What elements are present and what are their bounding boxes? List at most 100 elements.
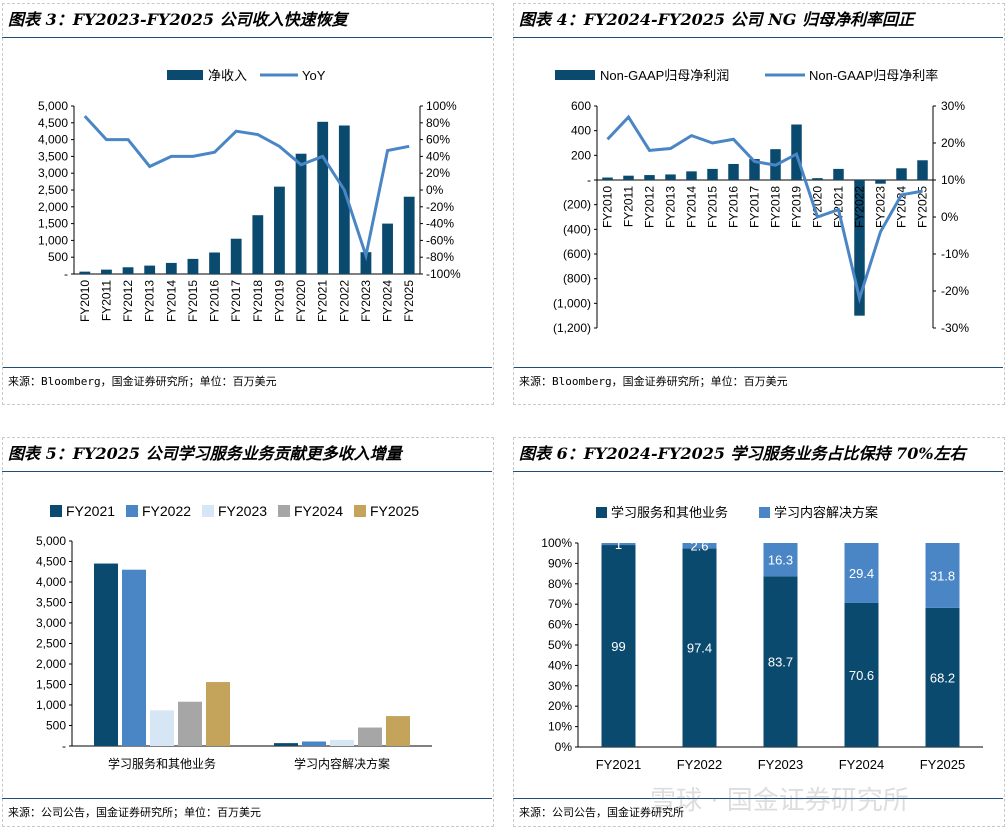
legend-label: FY2024 bbox=[294, 503, 343, 519]
legend-label: YoY bbox=[302, 68, 326, 83]
panel-border bbox=[513, 3, 1005, 405]
bar bbox=[317, 121, 329, 275]
y-tick-label: 90% bbox=[548, 556, 572, 570]
bar bbox=[728, 163, 739, 180]
x-tick-label: FY2021 bbox=[316, 280, 330, 322]
x-tick-label: FY2011 bbox=[622, 186, 636, 227]
chart-segment-share-svg: 学习服务和其他业务 学习内容解决方案 100% 90% 80% 70% 60% 50% 40% 3… bbox=[541, 505, 983, 772]
y2-tick-label: 0% bbox=[941, 210, 959, 224]
x-tick-label: FY2018 bbox=[251, 280, 265, 322]
bar bbox=[94, 563, 118, 746]
legend-label: Non-GAAP归母净利率 bbox=[809, 68, 938, 83]
y-tick-label: 500 bbox=[48, 250, 68, 264]
chart-source: 来源：公司公告，国金证券研究所 bbox=[513, 798, 1003, 827]
bar-segment-learning-services bbox=[925, 607, 960, 747]
y2-tick-label: -10% bbox=[941, 247, 969, 261]
panel-border bbox=[2, 3, 494, 405]
chart-panel-segment-revenue: 图表 5：FY2025 公司学习服务业务贡献更多收入增量 FY2021 FY202… bbox=[2, 437, 492, 825]
bar bbox=[274, 743, 298, 746]
data-label: 1 bbox=[615, 537, 622, 552]
bar bbox=[360, 252, 372, 274]
y2-tick-label: -20% bbox=[426, 200, 454, 214]
y-tick-label: 50% bbox=[548, 638, 572, 652]
y2-tick-label: 40% bbox=[426, 149, 450, 163]
chart-source: 来源：Bloomberg，国金证券研究所；单位：百万美元 bbox=[513, 367, 1003, 396]
x-tick-label: FY2015 bbox=[706, 186, 720, 228]
y-tick-label: 4,000 bbox=[38, 133, 68, 147]
y-tick-label: - bbox=[587, 173, 591, 187]
legend-label: Non-GAAP归母净利润 bbox=[600, 68, 729, 83]
legend-swatch bbox=[50, 505, 62, 517]
y-tick-label: 4,500 bbox=[38, 116, 68, 130]
bar bbox=[833, 168, 844, 180]
y-tick-label: 3,000 bbox=[38, 166, 68, 180]
y2-tick-label: 20% bbox=[426, 166, 450, 180]
chart-title: 图表 4：FY2024-FY2025 公司 NG 归母净利率回正 bbox=[513, 3, 1003, 38]
bar-segment-content-solutions bbox=[925, 543, 960, 608]
y-tick-label: 1,500 bbox=[38, 217, 68, 231]
legend-swatch bbox=[555, 70, 595, 80]
y-tick-label: 500 bbox=[46, 719, 66, 733]
y-tick-label: 1,500 bbox=[36, 678, 66, 692]
y-tick-label: 80% bbox=[548, 577, 572, 591]
y2-tick-label: -30% bbox=[941, 321, 969, 335]
bar bbox=[854, 180, 865, 316]
chart-panel-net-margin: 图表 4：FY2024-FY2025 公司 NG 归母净利率回正 Non-GAA… bbox=[513, 3, 1003, 403]
x-tick-label: FY2010 bbox=[78, 280, 92, 322]
chart-title: 图表 5：FY2025 公司学习服务业务贡献更多收入增量 bbox=[2, 437, 492, 472]
x-tick-label: 学习内容解决方案 bbox=[294, 756, 390, 771]
bar bbox=[165, 262, 177, 274]
legend-label: 学习内容解决方案 bbox=[774, 505, 878, 520]
x-tick-label: FY2022 bbox=[853, 186, 867, 228]
x-tick-label: FY2012 bbox=[643, 186, 657, 228]
data-label: 29.4 bbox=[849, 566, 874, 581]
x-tick-label: FY2013 bbox=[664, 186, 678, 228]
panel-border bbox=[2, 437, 494, 827]
legend-swatch bbox=[202, 505, 214, 517]
x-tick-label: FY2019 bbox=[272, 280, 286, 322]
bar bbox=[187, 258, 199, 274]
y-tick-label: 70% bbox=[548, 597, 572, 611]
data-label: 70.6 bbox=[849, 668, 874, 683]
bar bbox=[623, 175, 634, 180]
chart-source: 来源：Bloomberg，国金证券研究所；单位：百万美元 bbox=[2, 367, 492, 396]
bar bbox=[602, 177, 613, 180]
x-tick-label: FY2024 bbox=[895, 186, 909, 228]
legend-swatch bbox=[167, 70, 203, 80]
bar bbox=[644, 175, 655, 180]
bar bbox=[178, 701, 202, 746]
chart-panel-segment-share: 图表 6：FY2024-FY2025 学习服务业务占比保持 70%左右 学习服务… bbox=[513, 437, 1003, 825]
y-tick-label: 0% bbox=[555, 740, 573, 754]
y-tick-label: (800) bbox=[563, 272, 591, 286]
data-label: 16.3 bbox=[768, 553, 793, 568]
data-label: 99 bbox=[611, 639, 625, 654]
bar bbox=[382, 223, 393, 274]
y-tick-label: 2,500 bbox=[38, 183, 68, 197]
bar-segment-content-solutions bbox=[682, 543, 717, 549]
y2-tick-label: 80% bbox=[426, 116, 450, 130]
data-label: 2.6 bbox=[690, 539, 708, 554]
bar bbox=[791, 124, 802, 180]
bar bbox=[707, 168, 718, 180]
legend-label: FY2022 bbox=[142, 503, 191, 519]
y-tick-label: - bbox=[62, 739, 66, 753]
x-tick-label: FY2021 bbox=[596, 757, 642, 772]
y-tick-label: 30% bbox=[548, 679, 572, 693]
chart-segment-revenue-svg: FY2021 FY2022 FY2023 FY2024 FY2025 5,000 4,500… bbox=[36, 503, 432, 771]
bar bbox=[302, 741, 326, 746]
bar bbox=[749, 159, 760, 180]
bar bbox=[144, 265, 156, 274]
legend-swatch bbox=[596, 507, 607, 518]
chart-net-margin-svg: Non-GAAP归母净利润 Non-GAAP归母净利率 600 400 200 - (200… bbox=[553, 68, 969, 335]
y-tick-label: 5,000 bbox=[38, 99, 68, 113]
bar bbox=[875, 180, 886, 184]
bar bbox=[295, 153, 307, 274]
y-tick-label: 60% bbox=[548, 618, 572, 632]
bar bbox=[252, 215, 264, 274]
x-tick-label: FY2025 bbox=[916, 186, 930, 228]
y-tick-label: 2,500 bbox=[36, 637, 66, 651]
x-tick-label: FY2012 bbox=[121, 280, 135, 322]
x-tick-label: FY2014 bbox=[164, 280, 178, 322]
x-tick-label: FY2020 bbox=[811, 186, 825, 228]
y-tick-label: 2,000 bbox=[36, 657, 66, 671]
